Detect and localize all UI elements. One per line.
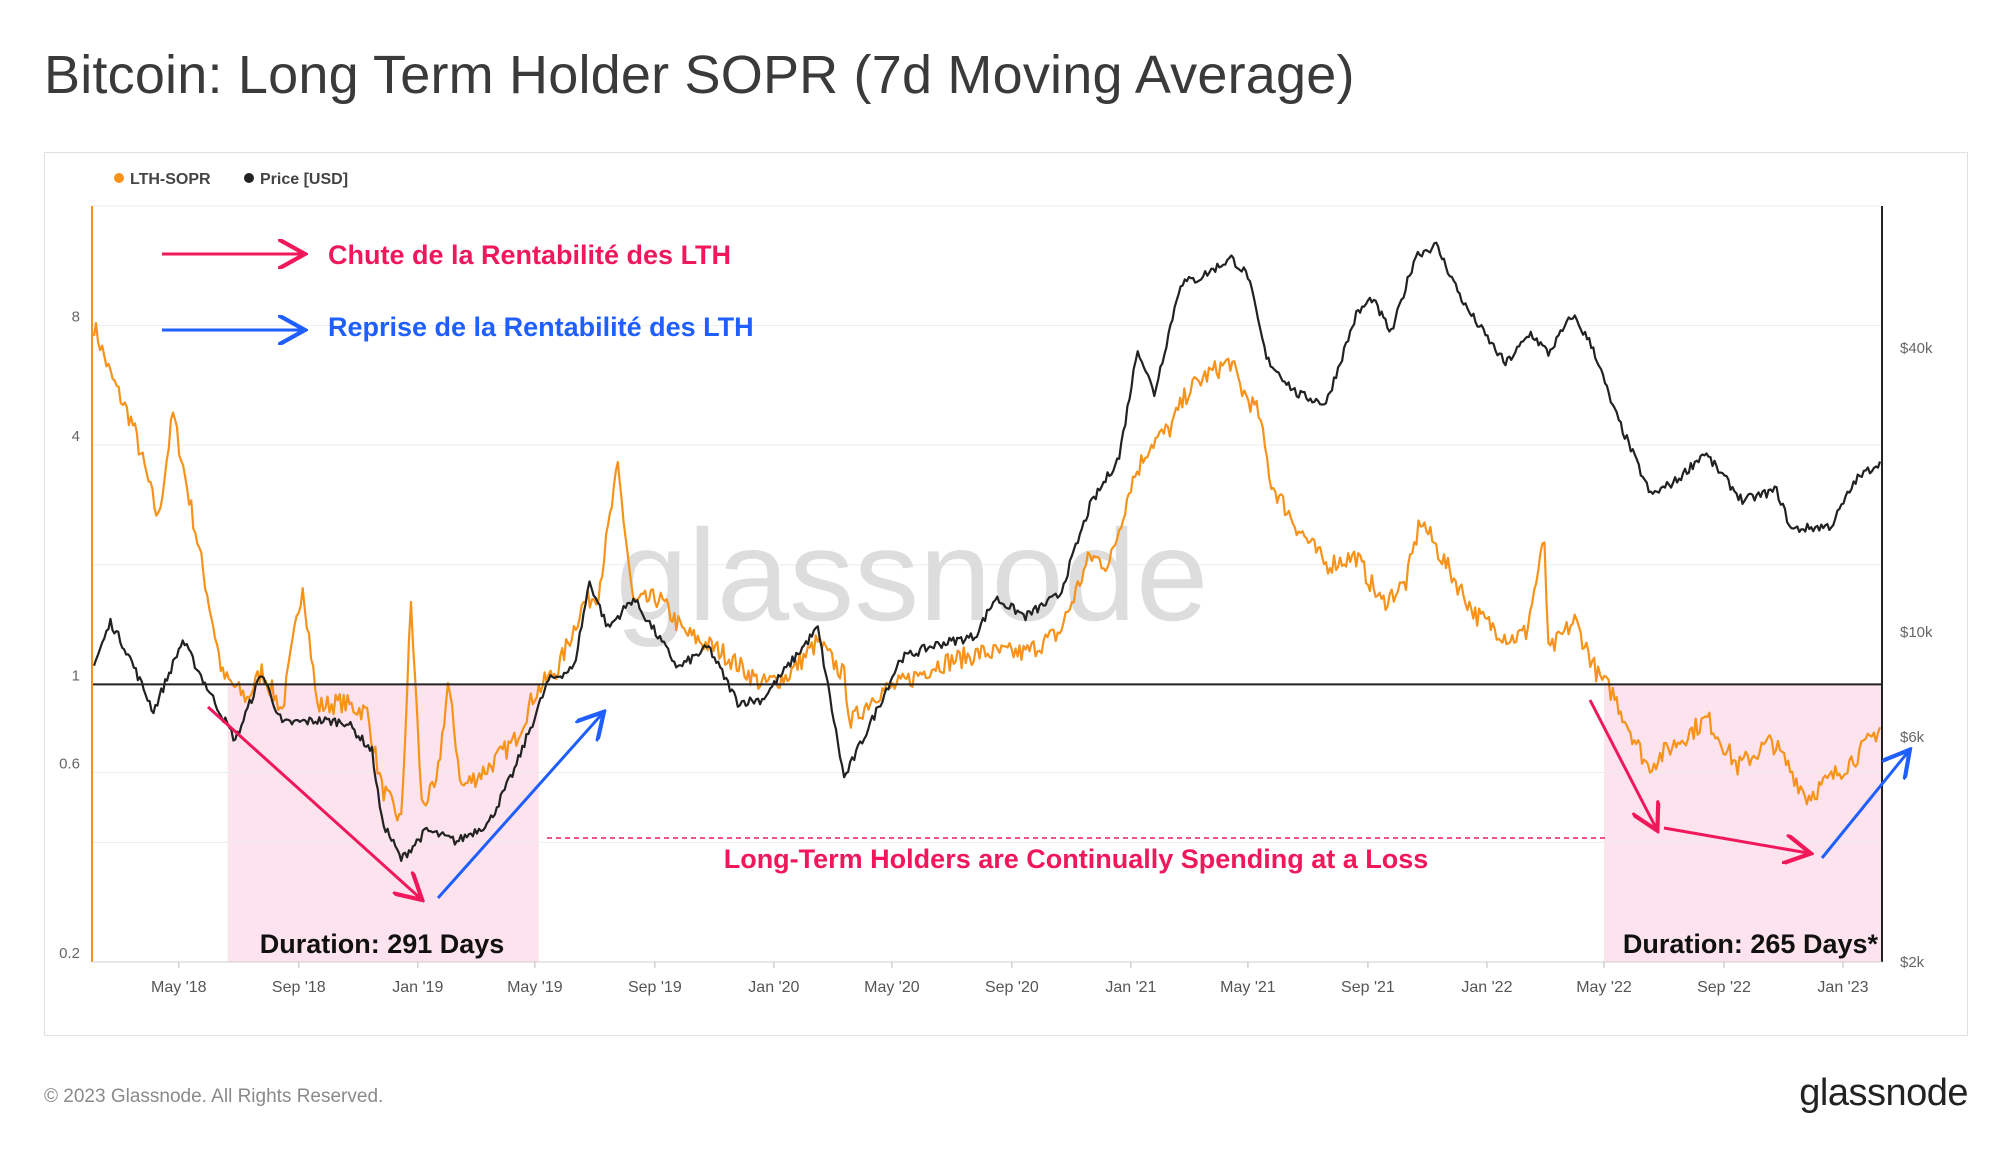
red-arrow-2022a [1588,699,1656,828]
blue-arrow-2019 [436,714,602,899]
legend-sopr-dot [114,173,124,183]
y-left-tick-label: 0.6 [59,755,80,772]
loss-annotation: Long-Term Holders are Continually Spendi… [724,844,1429,874]
duration-2: Duration: 265 Days* [1623,929,1879,959]
x-tick-label: Jan '22 [1461,979,1512,996]
x-tick-label: May '20 [864,979,920,996]
watermark: glassnode [616,502,1209,648]
x-tick-label: Sep '22 [1697,979,1751,996]
legend-price-dot [244,173,254,183]
x-tick-label: Sep '18 [272,979,326,996]
series-group [92,241,1882,862]
y-right-tick-label: $2k [1900,954,1925,971]
legend-price-label: Price [USD] [260,171,348,188]
legend-blue-text: Reprise de la Rentabilité des LTH [328,312,754,342]
x-tick-label: May '22 [1576,979,1632,996]
y-left-tick-label: 1 [72,667,80,684]
x-tick-label: May '18 [151,979,207,996]
x-tick-label: Sep '21 [1341,979,1395,996]
x-tick-label: Jan '20 [748,979,799,996]
red-arrow-2018 [206,705,420,898]
legend-red-text: Chute de la Rentabilité des LTH [328,240,731,270]
y-right-tick-label: $10k [1900,624,1933,641]
x-tick-label: Jan '19 [392,979,443,996]
y-right-tick-label: $6k [1900,729,1925,746]
y-left-tick-label: 4 [72,428,80,445]
y-left-tick-label: 8 [72,309,80,326]
loss-zones [227,684,1882,962]
footer-logo: glassnode [1799,1072,1968,1114]
footer-copyright: © 2023 Glassnode. All Rights Reserved. [44,1086,384,1107]
x-tick-label: Jan '21 [1105,979,1156,996]
y-left-tick-label: 0.2 [59,945,80,962]
x-tick-label: May '21 [1220,979,1276,996]
blue-arrow-2023 [1820,752,1908,859]
x-tick-label: May '19 [507,979,563,996]
chart-frame [44,152,1968,1036]
loss-zone-2 [1603,684,1882,962]
page-title: Bitcoin: Long Term Holder SOPR (7d Movin… [44,45,1355,105]
x-tick-label: Sep '19 [628,979,682,996]
duration-1: Duration: 291 Days [260,929,505,959]
legend-sopr-label: LTH-SOPR [130,171,211,188]
axis-ticks: 0.2 0.6 1 4 8 $2k $6k $10k $40k May '18 Sep '18 Jan… [59,309,1933,996]
series-lth-sopr [92,322,1882,822]
y-right-tick-label: $40k [1900,340,1933,357]
x-tick-label: Jan '23 [1817,979,1868,996]
series-price [92,241,1882,862]
red-arrow-2022b [1663,826,1808,853]
x-tick-label: Sep '20 [985,979,1039,996]
